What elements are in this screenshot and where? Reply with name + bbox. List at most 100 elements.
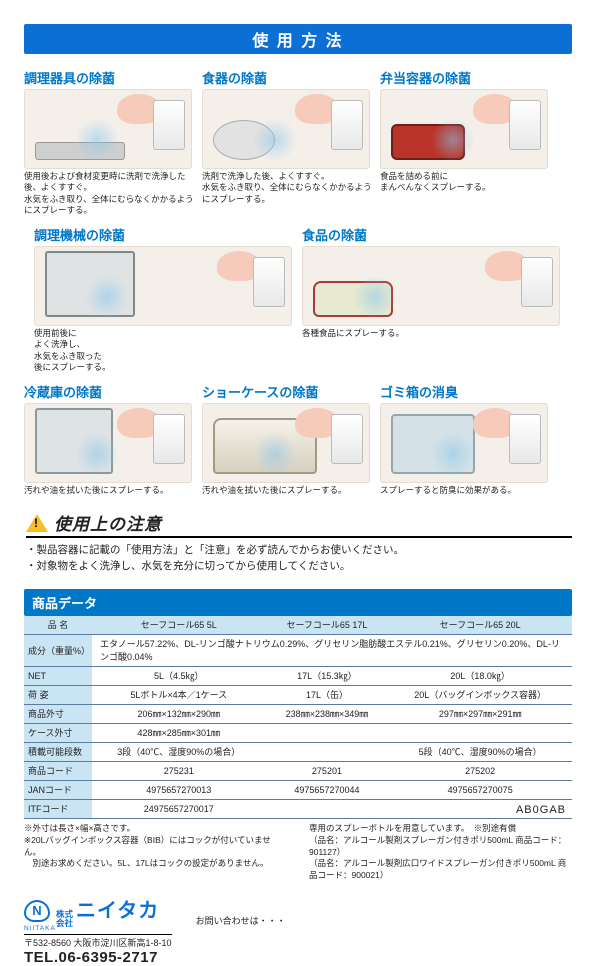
logo-icon: N — [24, 900, 50, 922]
logo-text: 株式会社 ニイタカ — [56, 894, 159, 927]
table-row: JANコード4975657270013497565727004449756572… — [24, 780, 572, 799]
table-row: 積載可能段数3段（40℃、湿度90%の場合）5段（40℃、湿度90%の場合） — [24, 742, 572, 761]
inquiry-label: お問い合わせは・・・ — [196, 914, 286, 927]
footer: N 株式会社 ニイタカ NIITAKA 〒532-8560 大阪市淀川区新高1-… — [24, 894, 572, 966]
row-label: NET — [24, 666, 92, 685]
logo-row: N 株式会社 ニイタカ — [24, 894, 172, 927]
usage-item-title: ショーケースの除菌 — [202, 382, 372, 401]
usage-item: 調理機械の除菌使用前後によく洗浄し、水気をふき取った後にスプレーする。 — [34, 225, 294, 374]
usage-item-title: 食器の除菌 — [202, 68, 372, 87]
row-value: 17L（15.3㎏） — [266, 666, 389, 685]
usage-item: 食品の除菌各種食品にスプレーする。 — [302, 225, 562, 374]
usage-item: 冷蔵庫の除菌汚れや油を拭いた後にスプレーする。 — [24, 382, 194, 496]
row-value — [266, 723, 389, 742]
product-data-table: 品 名セーフコール65 5Lセーフコール65 17Lセーフコール65 20L成分… — [24, 616, 572, 819]
usage-item: 調理器具の除菌使用後および食材変更時に洗剤で洗浄した後、よくすすぐ。水気をふき取… — [24, 68, 194, 217]
usage-item-caption: 各種食品にスプレーする。 — [302, 328, 562, 339]
usage-row-3: 冷蔵庫の除菌汚れや油を拭いた後にスプレーする。ショーケースの除菌汚れや油を拭いた… — [24, 382, 572, 496]
logo-kk: 株式会社 — [56, 910, 73, 927]
usage-item: 食器の除菌洗剤で洗浄した後、よくすすぐ。水気をふき取り、全体にむらなくかかるよう… — [202, 68, 372, 217]
row-value: 3段（40℃、湿度90%の場合） — [92, 742, 266, 761]
product-code: AB0GAB — [516, 804, 566, 816]
table-row: 成分（重量%）エタノール57.22%、DL-リンゴ酸ナトリウム0.29%、グリセ… — [24, 634, 572, 666]
row-value: 275201 — [266, 761, 389, 780]
row-value: 4975657270044 — [266, 780, 389, 799]
usage-item: ショーケースの除菌汚れや油を拭いた後にスプレーする。 — [202, 382, 372, 496]
caution-divider — [26, 536, 572, 538]
usage-illustration — [202, 403, 370, 483]
row-value — [266, 799, 389, 818]
row-value: 20L（18.0㎏） — [388, 666, 572, 685]
row-label: 品 名 — [24, 616, 92, 635]
row-label: 荷 姿 — [24, 685, 92, 704]
row-value: 5Lボトル×4本／1ケース — [92, 685, 266, 704]
column-header: セーフコール65 20L — [388, 616, 572, 635]
table-row: ケース外寸428㎜×285㎜×301㎜ — [24, 723, 572, 742]
table-notes-left: ※外寸は長さ×幅×高さです。※20Lバッグインボックス容器（BIB）にはコックが… — [24, 823, 287, 882]
warning-icon — [26, 514, 48, 532]
table-notes-right: 専用のスプレーボトルを用意しています。 ※別途有償（品名：アルコール製剤スプレー… — [309, 823, 572, 882]
row-value: 4975657270013 — [92, 780, 266, 799]
table-row: 商品コード275231275201275202 — [24, 761, 572, 780]
usage-item-caption: 食品を詰める前にまんべんなくスプレーする。 — [380, 171, 550, 194]
row-value: 24975657270017 — [92, 799, 266, 818]
usage-item-caption: 汚れや油を拭いた後にスプレーする。 — [202, 485, 372, 496]
row-value: 5L（4.5㎏） — [92, 666, 266, 685]
usage-row-1: 調理器具の除菌使用後および食材変更時に洗剤で洗浄した後、よくすすぐ。水気をふき取… — [24, 68, 572, 217]
usage-item-caption: 使用後および食材変更時に洗剤で洗浄した後、よくすすぐ。水気をふき取り、全体にむら… — [24, 171, 194, 217]
row-value: 206㎜×132㎜×290㎜ — [92, 704, 266, 723]
row-value — [266, 742, 389, 761]
row-value: 17L（缶） — [266, 685, 389, 704]
caution-line: ・対象物をよく洗浄し、水気を充分に切ってから使用してください。 — [26, 558, 572, 574]
usage-item-caption: スプレーすると防臭に効果がある。 — [380, 485, 550, 496]
caution-lines: ・製品容器に記載の「使用方法」と「注意」を必ず読んでからお使いください。・対象物… — [26, 542, 572, 575]
logo-brand: ニイタカ — [76, 894, 159, 923]
caution-line: ・製品容器に記載の「使用方法」と「注意」を必ず読んでからお使いください。 — [26, 542, 572, 558]
table-row: 商品外寸206㎜×132㎜×290㎜238㎜×238㎜×349㎜297㎜×297… — [24, 704, 572, 723]
row-label: ITFコード — [24, 799, 92, 818]
usage-illustration — [202, 89, 370, 169]
company-address: 〒532-8560 大阪市淀川区新高1-8-10 — [24, 934, 172, 949]
usage-item-title: 食品の除菌 — [302, 225, 562, 244]
usage-item-title: 弁当容器の除菌 — [380, 68, 550, 87]
usage-item-title: 冷蔵庫の除菌 — [24, 382, 194, 401]
caution-block: 使用上の注意 ・製品容器に記載の「使用方法」と「注意」を必ず読んでからお使いくだ… — [24, 510, 572, 575]
caution-heading: 使用上の注意 — [26, 510, 572, 535]
row-label: 商品外寸 — [24, 704, 92, 723]
table-notes: ※外寸は長さ×幅×高さです。※20Lバッグインボックス容器（BIB）にはコックが… — [24, 823, 572, 882]
usage-item-title: ゴミ箱の消臭 — [380, 382, 550, 401]
row-value: 297㎜×297㎜×291㎜ — [388, 704, 572, 723]
row-label: 成分（重量%） — [24, 634, 92, 666]
usage-item-caption: 使用前後によく洗浄し、水気をふき取った後にスプレーする。 — [34, 328, 294, 374]
usage-illustration — [380, 403, 548, 483]
usage-item-title: 調理機械の除菌 — [34, 225, 294, 244]
row-label: 商品コード — [24, 761, 92, 780]
company-tel: TEL.06-6395-2717 — [24, 949, 172, 966]
row-value: 20L（バッグインボックス容器） — [388, 685, 572, 704]
usage-item-title: 調理器具の除菌 — [24, 68, 194, 87]
usage-item-caption: 汚れや油を拭いた後にスプレーする。 — [24, 485, 194, 496]
row-label: JANコード — [24, 780, 92, 799]
caution-heading-text: 使用上の注意 — [54, 510, 162, 535]
row-value: 238㎜×238㎜×349㎜ — [266, 704, 389, 723]
table-row: ITFコード24975657270017 — [24, 799, 572, 818]
table-header-row: 品 名セーフコール65 5Lセーフコール65 17Lセーフコール65 20L — [24, 616, 572, 635]
usage-illustration — [34, 246, 292, 326]
column-header: セーフコール65 5L — [92, 616, 266, 635]
table-row: 荷 姿5Lボトル×4本／1ケース17L（缶）20L（バッグインボックス容器） — [24, 685, 572, 704]
usage-title-bar: 使 用 方 法 — [24, 24, 572, 54]
row-value: 428㎜×285㎜×301㎜ — [92, 723, 266, 742]
column-header: セーフコール65 17L — [266, 616, 389, 635]
usage-illustration — [380, 89, 548, 169]
row-label: ケース外寸 — [24, 723, 92, 742]
row-value: 275202 — [388, 761, 572, 780]
usage-item: ゴミ箱の消臭スプレーすると防臭に効果がある。 — [380, 382, 550, 496]
usage-item-caption: 洗剤で洗浄した後、よくすすぐ。水気をふき取り、全体にむらなくかかるようにスプレー… — [202, 171, 372, 205]
usage-row-2: 調理機械の除菌使用前後によく洗浄し、水気をふき取った後にスプレーする。食品の除菌… — [24, 225, 572, 374]
usage-item: 弁当容器の除菌食品を詰める前にまんべんなくスプレーする。 — [380, 68, 550, 217]
usage-illustration — [24, 89, 192, 169]
row-value: 4975657270075 — [388, 780, 572, 799]
row-value: 275231 — [92, 761, 266, 780]
table-row: NET5L（4.5㎏）17L（15.3㎏）20L（18.0㎏） — [24, 666, 572, 685]
usage-illustration — [24, 403, 192, 483]
